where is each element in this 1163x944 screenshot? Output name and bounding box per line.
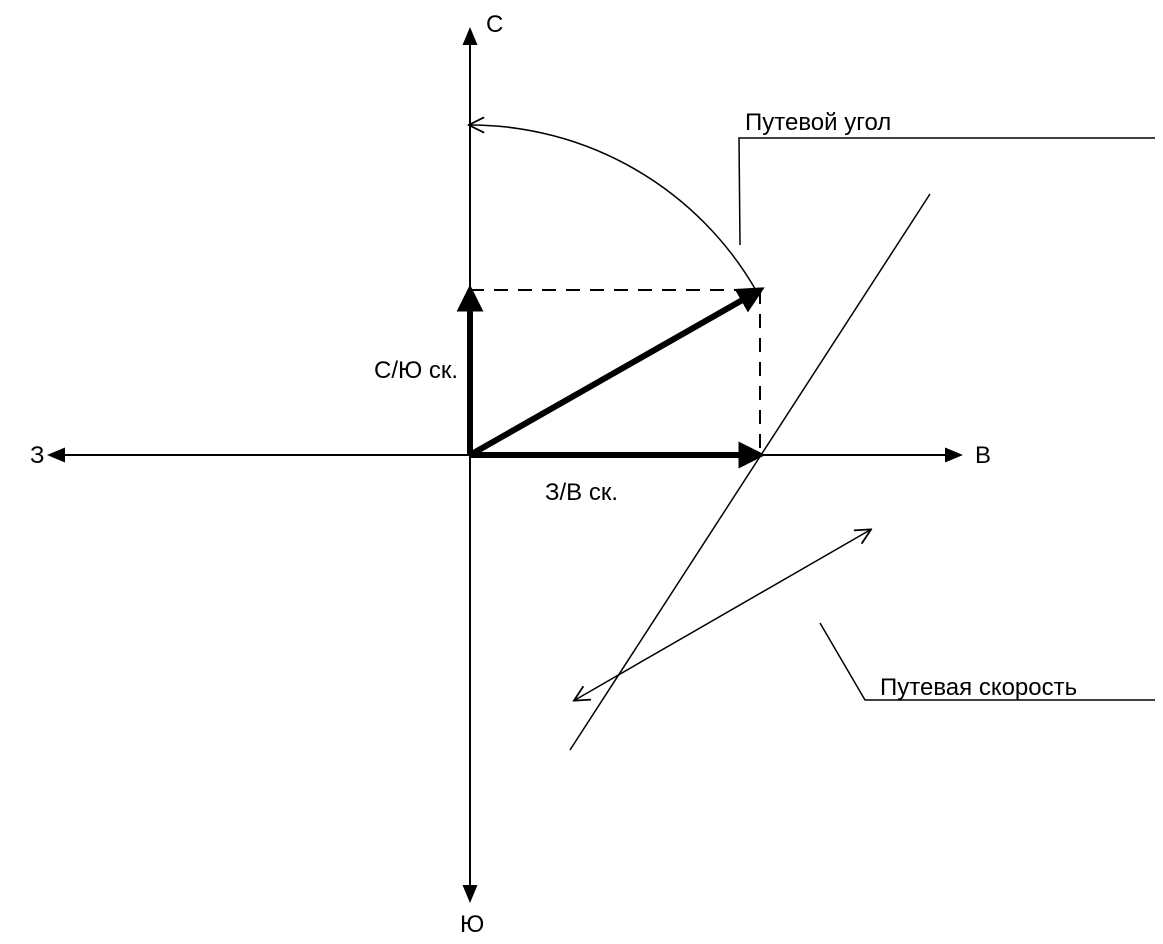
axis-label-north: С <box>486 11 503 38</box>
track-angle-arc <box>470 125 757 292</box>
track-angle-leader <box>739 138 1155 245</box>
axis-label-west: З <box>30 442 45 469</box>
label-track-angle: Путевой угол <box>745 109 891 136</box>
label-ns-speed: С/Ю ск. <box>374 357 458 384</box>
vector-diagram: С Ю В З С/Ю ск. З/В ск. Путевой угол Пут… <box>0 0 1163 944</box>
ground-speed-perp-line <box>570 194 930 750</box>
axis-label-south: Ю <box>460 911 484 938</box>
axis-label-east: В <box>975 442 991 469</box>
label-ground-speed: Путевая скорость <box>880 674 1077 701</box>
label-we-speed: З/В ск. <box>545 479 618 506</box>
vector-resultant <box>470 290 760 455</box>
ground-speed-dim-arrow <box>575 530 870 700</box>
